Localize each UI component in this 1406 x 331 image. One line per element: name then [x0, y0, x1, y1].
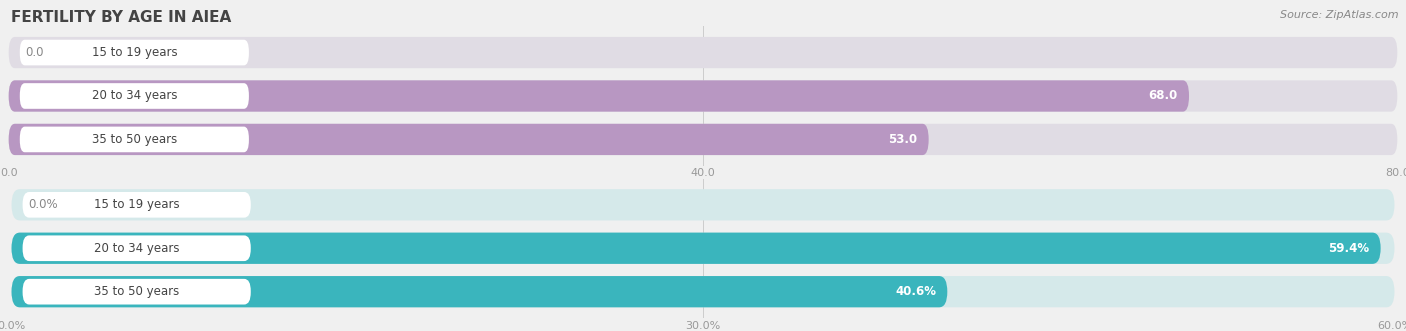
FancyBboxPatch shape — [8, 124, 928, 155]
Text: 15 to 19 years: 15 to 19 years — [91, 46, 177, 59]
FancyBboxPatch shape — [11, 276, 1395, 307]
FancyBboxPatch shape — [22, 279, 250, 305]
Text: 15 to 19 years: 15 to 19 years — [94, 198, 180, 211]
Text: 35 to 50 years: 35 to 50 years — [91, 133, 177, 146]
FancyBboxPatch shape — [11, 233, 1395, 264]
FancyBboxPatch shape — [11, 189, 1395, 220]
Text: 53.0: 53.0 — [889, 133, 918, 146]
Text: 0.0: 0.0 — [25, 46, 44, 59]
FancyBboxPatch shape — [22, 192, 250, 217]
FancyBboxPatch shape — [8, 80, 1189, 112]
Text: FERTILITY BY AGE IN AIEA: FERTILITY BY AGE IN AIEA — [11, 10, 232, 25]
Text: 20 to 34 years: 20 to 34 years — [91, 89, 177, 103]
Text: 68.0: 68.0 — [1149, 89, 1178, 103]
FancyBboxPatch shape — [8, 80, 1398, 112]
Text: 35 to 50 years: 35 to 50 years — [94, 285, 180, 298]
FancyBboxPatch shape — [20, 127, 249, 152]
Text: 40.6%: 40.6% — [896, 285, 936, 298]
FancyBboxPatch shape — [8, 124, 1398, 155]
FancyBboxPatch shape — [11, 276, 948, 307]
FancyBboxPatch shape — [20, 40, 249, 65]
FancyBboxPatch shape — [8, 37, 1398, 68]
FancyBboxPatch shape — [20, 83, 249, 109]
Text: 0.0%: 0.0% — [28, 198, 58, 211]
FancyBboxPatch shape — [11, 233, 1381, 264]
Text: Source: ZipAtlas.com: Source: ZipAtlas.com — [1281, 10, 1399, 20]
Text: 20 to 34 years: 20 to 34 years — [94, 242, 180, 255]
Text: 59.4%: 59.4% — [1329, 242, 1369, 255]
FancyBboxPatch shape — [22, 235, 250, 261]
